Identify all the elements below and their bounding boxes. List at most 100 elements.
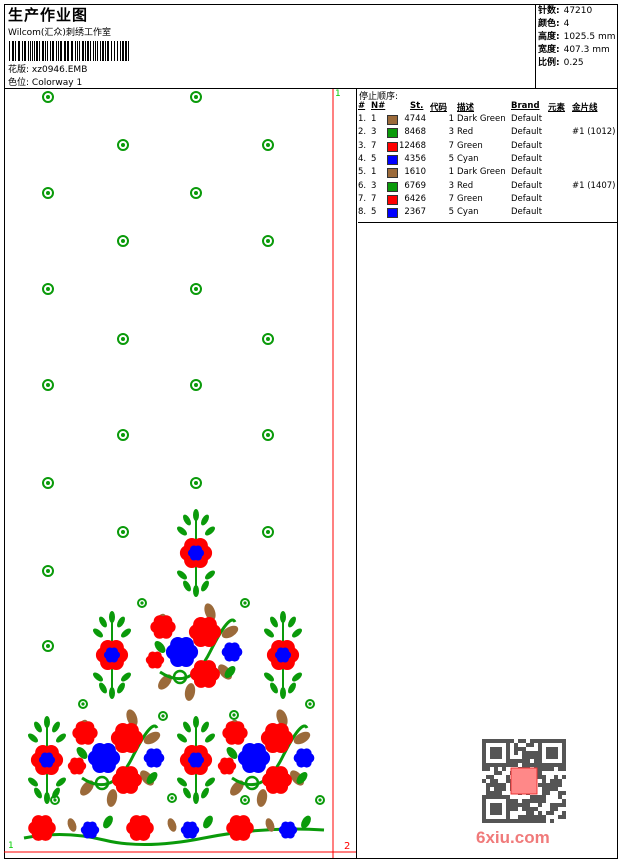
row-index: 7.	[358, 193, 367, 204]
leaf	[288, 682, 296, 694]
leaf	[177, 733, 187, 743]
marker-end: 2	[344, 841, 351, 852]
barcode-bar	[30, 41, 31, 61]
barcode-bar	[90, 41, 91, 61]
marker-start: 1	[8, 841, 14, 851]
leaf	[193, 792, 199, 804]
barcode-bar	[32, 41, 33, 61]
leaf	[109, 687, 115, 699]
green-dot-motif	[190, 379, 202, 391]
barcode-bar	[50, 41, 51, 61]
table-row[interactable]: 8. 5 2367 5 Cyan Default	[358, 207, 617, 220]
leaf	[201, 514, 209, 526]
green-dot-center	[266, 337, 270, 341]
green-dot-center	[81, 702, 85, 706]
green-dot-motif	[190, 283, 202, 295]
barcode-bar	[75, 41, 76, 61]
brand: Default	[511, 140, 543, 151]
barcode-bar	[100, 41, 101, 61]
green-dot-center	[243, 601, 247, 605]
watermark-logo: 6xiu.com	[476, 828, 550, 847]
table-row[interactable]: 6. 3 6769 3 Red Default #1 (1407)	[358, 181, 617, 194]
table-row[interactable]: 2. 3 8468 3 Red Default #1 (1012)	[358, 127, 617, 140]
barcode-bar	[12, 41, 14, 61]
color-description: Green	[457, 140, 483, 151]
marker-top: 1	[335, 89, 341, 99]
needle-number: 7	[371, 193, 377, 204]
leaf	[76, 747, 88, 759]
leaf	[67, 818, 77, 832]
leaf	[205, 733, 215, 743]
leaf	[167, 818, 177, 832]
leaf	[193, 716, 199, 728]
row-index: 6.	[358, 180, 367, 191]
column-header: 金片线	[572, 103, 598, 113]
brand: Default	[511, 193, 543, 204]
color-code: 1	[448, 114, 454, 124]
stitch-count: 4356	[404, 153, 426, 164]
barcode	[9, 41, 131, 61]
table-row[interactable]: 7. 7 6426 7 Green Default	[358, 194, 617, 207]
leaf	[34, 721, 42, 733]
leaf	[270, 616, 278, 628]
brand: Default	[511, 180, 543, 191]
column-header: N#	[371, 101, 386, 111]
red-flower	[72, 761, 82, 771]
table-row[interactable]: 1. 1 4744 1 Dark Green Default	[358, 114, 617, 127]
green-dot-motif	[190, 91, 202, 103]
column-header: 元素	[548, 103, 566, 113]
leaf	[143, 731, 161, 745]
leaf	[177, 777, 187, 787]
barcode-bar	[58, 41, 59, 61]
green-dot-motif	[42, 640, 54, 652]
barcode-bar	[36, 41, 38, 61]
green-dot-center	[232, 713, 236, 717]
barcode-bar	[128, 41, 129, 61]
leaf	[28, 777, 38, 787]
info-label: 宽度:	[538, 45, 560, 55]
red-flower	[196, 623, 214, 641]
barcode-bar	[95, 41, 96, 61]
vine	[81, 724, 159, 787]
blue-flower	[298, 752, 310, 764]
green-dot-center	[46, 383, 50, 387]
info-value: 4	[563, 19, 570, 29]
leaf	[121, 628, 131, 638]
info-label: 高度:	[538, 32, 560, 42]
info-scale: 比例: 0.25	[538, 57, 616, 70]
pattern-value: xz0946.EMB	[31, 65, 88, 75]
brand: Default	[511, 207, 543, 218]
design-info: 针数: 47210 颜色: 4 高度: 1025.5 mm 宽度: 407.3 mm 比…	[535, 4, 618, 89]
color-description: Dark Green	[457, 167, 506, 178]
leaf	[183, 514, 191, 526]
leaf	[264, 672, 274, 682]
green-dot-center	[121, 239, 125, 243]
leaf	[34, 787, 42, 799]
leaf	[201, 787, 209, 799]
color-swatch	[387, 208, 398, 219]
stitch-count: 8468	[404, 127, 426, 138]
red-flower	[268, 729, 286, 747]
green-dot-center	[194, 95, 198, 99]
table-row[interactable]: 3. 7 12468 7 Green Default	[358, 141, 617, 154]
color-swatch	[387, 141, 398, 152]
leaf	[158, 674, 172, 690]
color-code: 3	[448, 180, 454, 191]
barcode-bar	[117, 41, 118, 61]
table-row[interactable]: 5. 1 1610 1 Dark Green Default	[358, 167, 617, 180]
barcode-bar	[77, 41, 78, 61]
vine-curl	[244, 775, 260, 791]
green-dot-motif	[167, 793, 177, 803]
row-index: 3.	[358, 140, 367, 151]
green-dot-motif	[262, 333, 274, 345]
leaf	[201, 721, 209, 733]
blue-flower-center	[191, 755, 201, 765]
info-label: 比例:	[538, 58, 560, 68]
leaf	[256, 789, 268, 807]
barcode-bar	[82, 41, 84, 61]
leaf	[184, 683, 196, 701]
table-row[interactable]: 4. 5 4356 5 Cyan Default	[358, 154, 617, 167]
green-dot-center	[161, 714, 165, 718]
barcode-bar	[114, 41, 115, 61]
color-code: 3	[448, 127, 454, 138]
